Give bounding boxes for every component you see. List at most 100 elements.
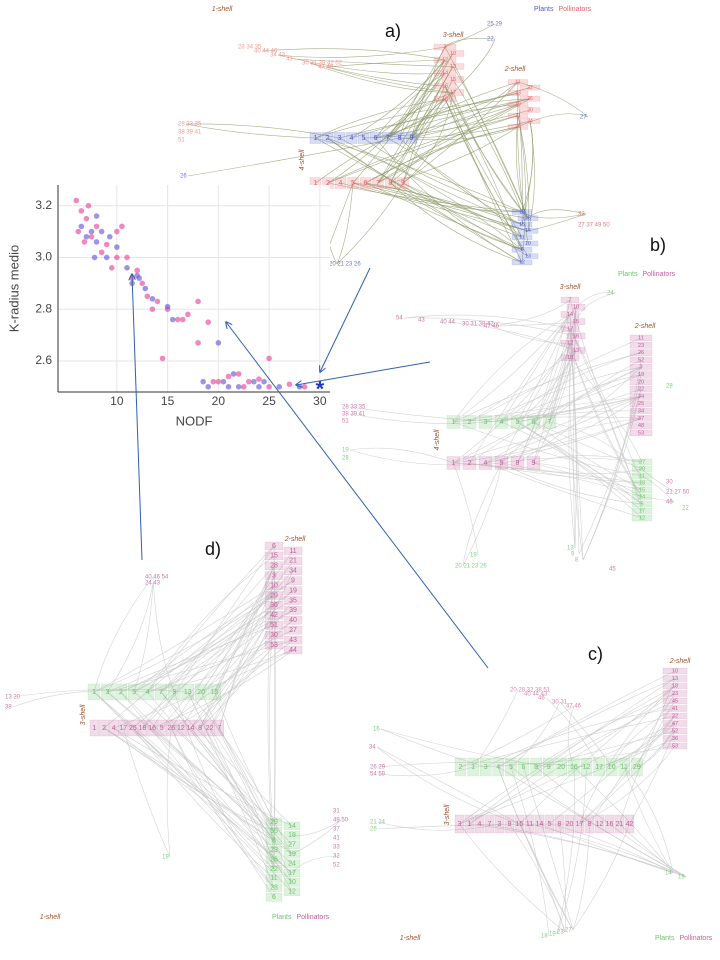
node-box	[662, 682, 688, 690]
node-label: 22	[206, 725, 214, 732]
edge	[403, 317, 577, 337]
node-label: 51	[178, 138, 185, 144]
node-label: 25 29	[487, 22, 503, 28]
node-box	[504, 814, 515, 834]
edge	[185, 123, 316, 139]
node-label: 2	[102, 725, 106, 732]
edge	[309, 62, 454, 93]
node-label: 40 44 46	[254, 49, 278, 55]
x-tick-label: 25	[262, 394, 276, 408]
panel-label: c)	[588, 644, 603, 664]
node-label: 12	[596, 821, 604, 828]
node-box	[264, 591, 284, 600]
node-box	[511, 209, 533, 215]
edge	[498, 678, 676, 768]
edge	[582, 359, 642, 561]
node-box	[629, 385, 653, 393]
node-box	[265, 836, 283, 845]
edge	[485, 418, 642, 464]
node-label: 20	[639, 467, 645, 473]
edge	[402, 182, 529, 232]
node-label: 38	[5, 705, 12, 711]
node-box	[543, 757, 555, 777]
node-label: 43	[418, 318, 425, 324]
node-box	[454, 814, 465, 834]
point	[276, 384, 283, 390]
shell-label: 2-shell	[634, 323, 656, 330]
edge	[132, 727, 275, 879]
edge	[103, 727, 275, 842]
node-box	[446, 415, 461, 429]
edge	[459, 738, 676, 825]
edge	[572, 823, 630, 931]
node-label: 7	[217, 725, 221, 732]
edge	[452, 66, 529, 219]
edge	[517, 81, 589, 118]
edge	[444, 85, 529, 219]
node-box	[166, 719, 177, 737]
node-label: 5	[516, 419, 520, 426]
edge	[327, 59, 446, 184]
node-box	[283, 878, 301, 887]
edge	[351, 59, 446, 139]
node-box	[568, 757, 580, 777]
point	[205, 319, 212, 325]
edge	[219, 565, 275, 729]
edge	[291, 819, 342, 836]
node-label: 49 50	[333, 818, 349, 824]
node-label: 2	[468, 460, 472, 467]
point	[88, 233, 95, 240]
edge	[349, 449, 502, 466]
node-label: 19	[638, 372, 644, 378]
node-box	[433, 69, 457, 77]
edge	[365, 126, 519, 184]
point	[230, 371, 237, 377]
point	[114, 244, 120, 250]
node-label: 29	[270, 592, 278, 599]
edge	[517, 113, 589, 128]
node-label: 19	[549, 932, 556, 938]
point	[114, 254, 120, 261]
node-label: 14	[288, 823, 296, 830]
node-label: 5	[640, 502, 643, 508]
edge	[559, 823, 567, 933]
node-label: 29	[270, 819, 278, 826]
node-label: 13	[450, 64, 456, 70]
node-label: 54	[396, 316, 403, 322]
point	[240, 384, 247, 390]
point	[78, 223, 85, 230]
node-label: 15	[516, 821, 524, 828]
node-label: 42	[626, 821, 634, 828]
node-label: 26	[270, 856, 278, 863]
node-label: 24	[607, 291, 614, 297]
edge	[327, 115, 519, 184]
edge	[469, 693, 676, 825]
node-box	[345, 132, 358, 144]
edge	[293, 58, 454, 67]
node-label: 21	[616, 821, 624, 828]
node-label: 2	[119, 689, 123, 696]
edge	[549, 421, 643, 477]
node-label: 13	[184, 689, 192, 696]
edge	[469, 823, 687, 878]
point	[149, 306, 156, 313]
edge	[517, 421, 643, 505]
edge	[569, 343, 584, 561]
node-box	[101, 683, 114, 701]
legend-label: Pollinators	[296, 914, 329, 921]
node-box	[507, 79, 529, 85]
node-label: 41	[333, 836, 340, 842]
node-box	[128, 719, 138, 737]
point	[235, 384, 242, 390]
node-box	[333, 132, 346, 144]
node-box	[519, 84, 541, 91]
node-label: 20	[566, 821, 574, 828]
node-box	[662, 667, 688, 675]
node-label: 21 27 50	[666, 490, 690, 496]
edge	[147, 649, 294, 693]
edge	[134, 590, 294, 693]
node-label: 36	[270, 602, 278, 609]
node-label: 4	[112, 725, 116, 732]
node-box	[631, 514, 653, 522]
edge	[444, 98, 523, 238]
